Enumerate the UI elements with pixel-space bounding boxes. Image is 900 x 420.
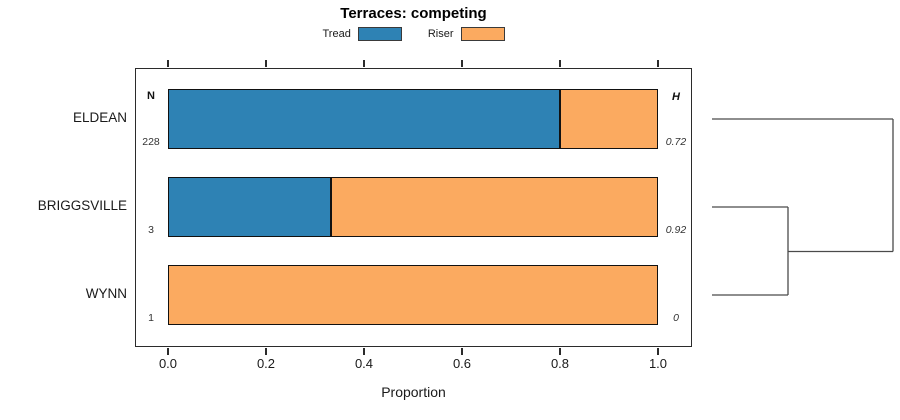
x-axis-title: Proportion <box>381 384 446 400</box>
x-axis-tick-top <box>559 60 561 67</box>
bar-segment-tread <box>168 89 560 149</box>
x-axis-tick-label: 0.6 <box>452 356 472 371</box>
n-column-header: N <box>147 90 155 102</box>
x-axis-tick-bottom <box>167 348 169 355</box>
h-column-header: H <box>672 91 680 103</box>
x-axis-tick-top <box>657 60 659 67</box>
x-axis-tick-top <box>265 60 267 67</box>
x-axis-tick-bottom <box>265 348 267 355</box>
legend-item-riser: Riser <box>428 27 505 41</box>
category-label-eldean: ELDEAN <box>72 110 127 125</box>
tread-color-swatch <box>357 27 402 41</box>
x-axis-tick-label: 0.2 <box>256 356 276 371</box>
x-axis-tick-label: 0.4 <box>354 356 374 371</box>
legend-item-tread: Tread <box>323 27 402 41</box>
x-axis-tick-label: 1.0 <box>648 356 668 371</box>
h-value: 0.92 <box>665 224 687 236</box>
n-value: 1 <box>148 312 154 324</box>
h-value: 0 <box>673 312 679 324</box>
bar-segment-riser <box>331 177 658 237</box>
x-axis-tick-top <box>363 60 365 67</box>
x-axis-tick-label: 0.8 <box>550 356 570 371</box>
legend-label-riser: Riser <box>427 28 454 40</box>
x-axis-tick-top <box>167 60 169 67</box>
category-label-wynn: WYNN <box>85 286 127 301</box>
x-axis-tick-label: 0.0 <box>158 356 178 371</box>
bar-segment-tread <box>168 177 332 237</box>
chart-title: Terraces: competing <box>340 5 487 22</box>
x-axis-tick-bottom <box>461 348 463 355</box>
legend: Tread Riser <box>135 27 692 41</box>
x-axis-tick-bottom <box>657 348 659 355</box>
x-axis-tick-top <box>461 60 463 67</box>
n-value: 3 <box>148 224 154 236</box>
x-axis-tick-bottom <box>559 348 561 355</box>
bar-segment-riser <box>560 89 658 149</box>
riser-color-swatch <box>460 27 505 41</box>
category-label-briggsville: BRIGGSVILLE <box>37 198 127 213</box>
h-value: 0.72 <box>665 136 687 148</box>
legend-label-tread: Tread <box>322 28 351 40</box>
x-axis-tick-bottom <box>363 348 365 355</box>
bar-segment-riser <box>168 265 658 325</box>
n-value: 228 <box>142 136 160 148</box>
